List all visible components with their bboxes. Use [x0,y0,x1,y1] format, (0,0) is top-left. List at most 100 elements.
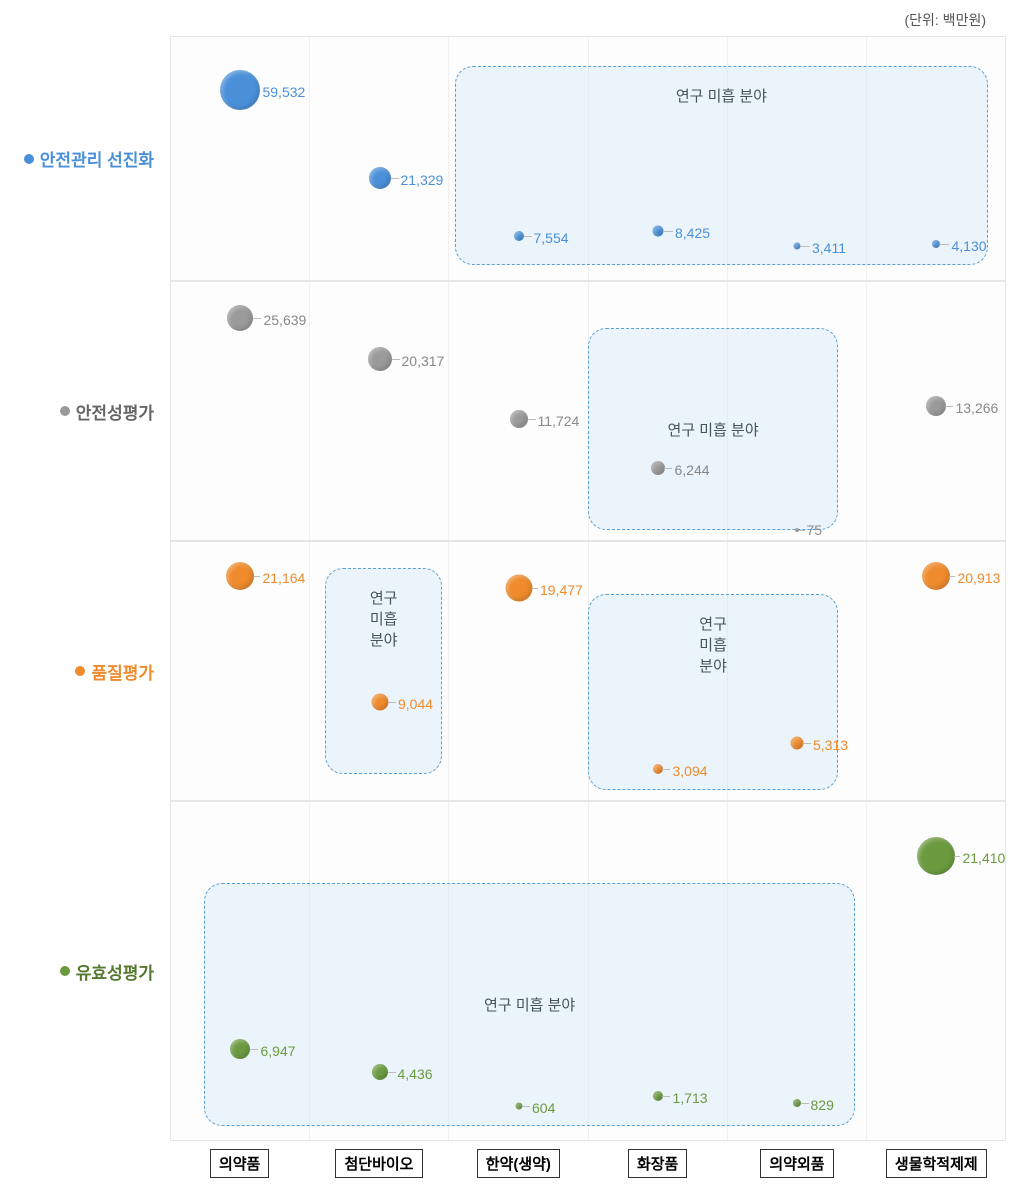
bubble-value-label: 19,477 [540,582,583,598]
row-label-text: 유효성평가 [76,959,154,984]
bubble-value-label: 3,094 [672,763,707,779]
data-bubble [505,575,532,602]
data-bubble [510,410,528,428]
highlight-region: 연구미흡분야 [588,594,838,790]
bubble-value-label: 11,724 [538,413,580,429]
row-label: 품질평가 [10,541,170,801]
bubble-value-label: 1,713 [672,1090,707,1106]
data-bubble [220,70,260,110]
bubble-value-label: 13,266 [955,400,998,416]
chart-panel: 연구 미흡 분야25,63920,31711,7246,2447513,266 [171,281,1006,541]
data-bubble [369,167,391,189]
region-label-word: 미흡 [699,634,727,655]
x-axis-label-text: 생물학적제제 [886,1149,987,1178]
chart-panel: 연구 미흡 분야59,53221,3297,5548,4253,4114,130 [171,36,1006,281]
leader-line [388,702,396,703]
legend-bullet [60,966,70,976]
region-label-word: 연구 [370,587,398,608]
data-bubble [926,396,946,416]
bubble-value-label: 21,164 [262,570,305,586]
chart-wrap: 안전관리 선진화안전성평가품질평가유효성평가 연구 미흡 분야 59,532 21,… [10,36,1006,1141]
leader-line [254,576,260,577]
bubble-value-label: 4,436 [398,1066,433,1082]
highlight-region: 연구 미흡 분야 [588,328,838,529]
data-bubble [226,562,254,590]
row-label: 안전성평가 [10,281,170,541]
chart-panel: 연구 미흡 분야6,947 4,436 604 1,713 829 21,410 [171,801,1006,1141]
bubble-value-label: 829 [811,1097,834,1113]
bubble-value-label: 604 [532,1100,555,1116]
leader-line [532,588,538,589]
data-bubble [652,226,663,237]
bubble-value-label: 6,947 [260,1043,295,1059]
x-axis-label-text: 의약외품 [760,1149,833,1178]
bubble-value-label: 21,329 [401,172,444,188]
legend-bullet [60,406,70,416]
row-label-text: 안전성평가 [76,399,154,424]
x-axis-label: 화장품 [588,1149,727,1178]
x-axis-labels: 의약품 첨단바이오 한약(생약) 화장품 의약외품 생물학적제제 [170,1149,1006,1178]
leader-line [799,530,805,531]
leader-line [945,406,953,407]
highlight-region: 연구미흡분야 [325,568,442,774]
region-label-word: 분야 [699,655,727,676]
data-bubble [515,1103,522,1110]
leader-line [253,318,261,319]
leader-line [250,1049,258,1050]
row-label-text: 안전관리 선진화 [40,146,154,171]
leader-line [801,1103,809,1104]
data-bubble [932,240,940,248]
chart-panel: 연구미흡분야연구미흡분야21,1649,04419,4773,0945,3132… [171,541,1006,801]
bubble-value-label: 3,411 [812,240,846,256]
data-bubble [368,347,392,371]
bubble-value-label: 7,554 [534,230,569,246]
leader-line [800,246,810,247]
chart-panels: 연구 미흡 분야59,53221,3297,5548,4253,4114,130… [170,36,1006,1141]
grid-column [310,282,449,540]
leader-line [954,856,960,857]
x-axis-label: 한약(생약) [449,1149,588,1178]
leader-line [392,359,400,360]
y-axis-labels: 안전관리 선진화안전성평가품질평가유효성평가 [10,36,170,1141]
region-label-word: 연구 [699,613,727,634]
row-label-text: 품질평가 [91,659,154,684]
legend-bullet [75,666,85,676]
data-bubble [651,461,665,475]
highlight-region: 연구 미흡 분야 [204,883,855,1126]
x-axis-label: 의약품 [170,1149,309,1178]
leader-line [522,1106,530,1107]
bubble-value-label: 4,130 [951,238,986,254]
data-bubble [793,242,800,249]
bubble-value-label: 6,244 [674,462,709,478]
leader-line [803,743,811,744]
data-bubble [514,231,524,241]
bubble-value-label: 5,313 [813,737,848,753]
bubble-value-label: 21,410 [962,850,1005,866]
unit-label: (단위: 백만원) [10,10,1006,30]
bubble-value-label: 9,044 [398,696,433,712]
bubble-value-label: 75 [807,522,823,538]
data-bubble [227,305,253,331]
data-bubble [372,1064,388,1080]
x-axis-label: 첨단바이오 [309,1149,448,1178]
data-bubble [371,693,388,710]
leader-line [391,178,399,179]
bubble-value-label: 59,532 [262,84,305,100]
x-axis-label-text: 첨단바이오 [335,1149,422,1178]
x-axis-label: 생물학적제제 [867,1149,1006,1178]
leader-line [664,468,672,469]
leader-line [528,419,536,420]
leader-line [663,231,673,232]
x-axis-label-text: 의약품 [210,1149,269,1178]
grid-column [310,37,449,280]
row-label: 안전관리 선진화 [10,36,170,281]
leader-line [388,1072,396,1073]
leader-line [939,244,949,245]
data-bubble [917,837,955,875]
x-axis-label-text: 화장품 [628,1149,687,1178]
bubble-value-label: 25,639 [263,312,306,328]
row-label: 유효성평가 [10,801,170,1141]
x-axis-label-text: 한약(생약) [477,1149,560,1178]
leader-line [662,769,670,770]
data-bubble [230,1039,250,1059]
